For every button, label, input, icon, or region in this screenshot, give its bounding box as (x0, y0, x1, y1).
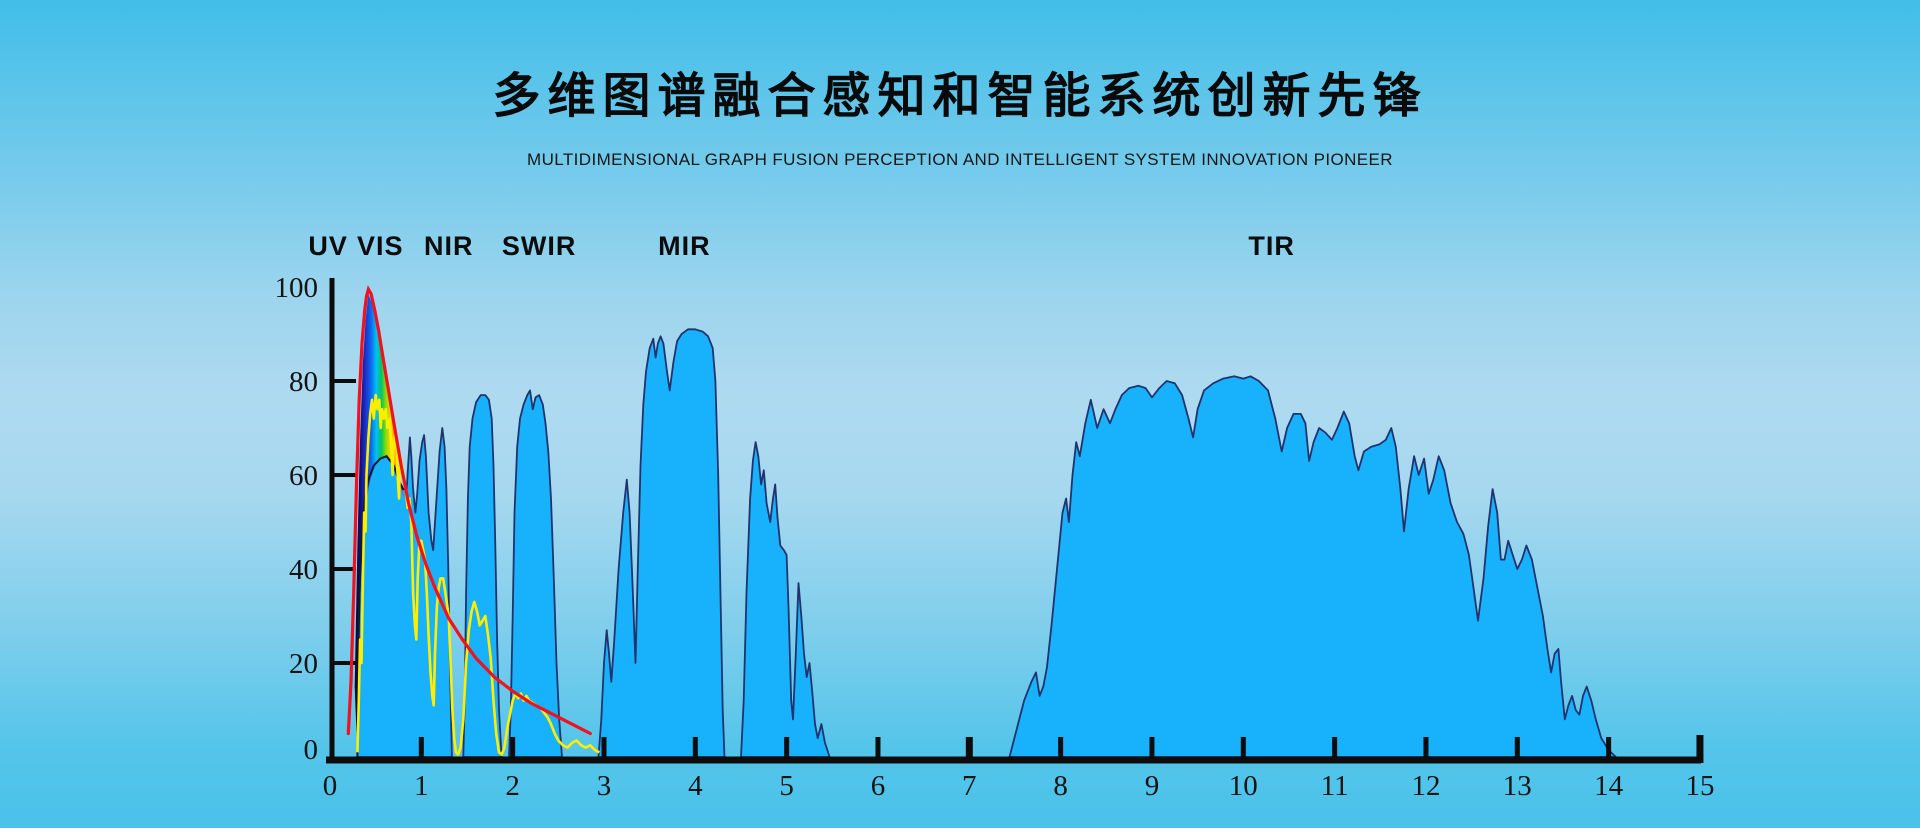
y-tick-label: 20 (289, 648, 318, 680)
band-label-mir: MIR (658, 231, 711, 261)
x-tick-label: 1 (414, 770, 429, 802)
x-tick-label: 5 (779, 770, 794, 802)
transmission-window-area (740, 441, 831, 758)
band-label-nir: NIR (424, 231, 474, 261)
x-tick-label: 10 (1229, 770, 1258, 802)
y-tick-label: 100 (275, 272, 319, 304)
x-tick-label: 9 (1145, 770, 1160, 802)
x-tick-label: 3 (597, 770, 612, 802)
subtitle-en: MULTIDIMENSIONAL GRAPH FUSION PERCEPTION… (527, 150, 1393, 169)
y-tick-label: 0 (304, 734, 319, 766)
band-label-vis: VIS (357, 231, 404, 261)
x-tick-label: 4 (688, 770, 703, 802)
x-tick-label: 11 (1321, 770, 1349, 802)
rainbow-spectrum-fill (354, 294, 404, 743)
band-label-uv: UV (308, 231, 348, 261)
x-tick-label: 2 (505, 770, 520, 802)
y-tick-label: 60 (289, 460, 318, 492)
transmission-window-area (462, 394, 503, 758)
x-tick-label: 8 (1053, 770, 1068, 802)
y-tick-label: 80 (289, 366, 318, 398)
x-tick-label: 13 (1503, 770, 1532, 802)
transmission-window-area (597, 328, 726, 758)
main-title-cn: 多维图谱融合感知和智能系统创新先锋 (492, 70, 1428, 123)
band-label-swir: SWIR (502, 231, 577, 261)
x-tick-label: 0 (323, 770, 338, 802)
band-label-tir: TIR (1248, 231, 1295, 261)
x-tick-label: 14 (1594, 770, 1624, 802)
x-tick-label: 6 (871, 770, 886, 802)
transmission-window-area (508, 389, 563, 758)
x-tick-label: 15 (1685, 770, 1714, 802)
solar-blackbody-curve (346, 285, 592, 736)
y-tick-label: 40 (289, 554, 318, 586)
x-tick-label: 12 (1411, 770, 1440, 802)
x-tick-label: 7 (962, 770, 977, 802)
transmission-window-area (1008, 375, 1617, 758)
